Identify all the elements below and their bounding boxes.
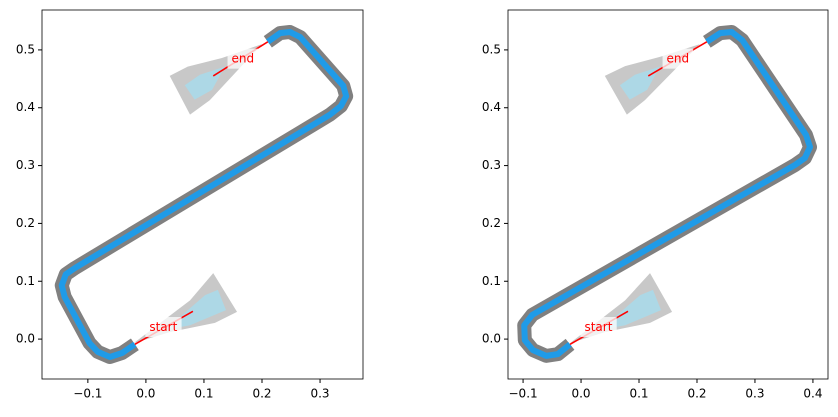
subplot: start end −0.1 0.0 0.1 0.2 0.3 0.0 0.1 0.2 0.3 0.4 0… [16,9,364,401]
y-tick-label: 0.5 [16,42,35,56]
y-tick-label: 0.2 [16,216,35,230]
y-tick-label: 0.4 [482,100,501,114]
y-tick-label: 0.2 [482,216,501,230]
y-tick-label: 0.1 [482,274,501,288]
annotation-box [145,317,182,338]
annotation-box [227,48,259,69]
x-tick-label: 0.3 [745,387,764,401]
annotation: end [667,52,690,66]
x-tick-label: 0.4 [803,387,822,401]
y-tick-label: 0.4 [16,100,35,114]
x-tick-label: 0.1 [629,387,648,401]
axes-frame [507,9,829,380]
x-tick-label: −0.1 [73,387,102,401]
y-tick-label: 0.1 [16,274,35,288]
axes-frame [41,9,364,380]
x-tick-label: 0.1 [194,387,213,401]
annotation: end [232,52,255,66]
path-line [58,28,350,361]
path-line [521,28,814,359]
y-tick-label: 0.0 [482,332,501,346]
subplot: start end −0.1 0.0 0.1 0.2 0.3 0.4 0.0 0.1 0.2 0.3 0… [482,9,829,401]
y-tick-label: 0.5 [482,42,501,56]
annotation: start [149,320,177,334]
annotation: start [584,320,612,334]
x-tick-label: 0.0 [136,387,155,401]
annotation-box [580,317,617,338]
x-tick-label: 0.2 [252,387,271,401]
x-tick-label: 0.0 [571,387,590,401]
x-tick-label: 0.3 [310,387,329,401]
y-tick-label: 0.3 [482,158,501,172]
x-tick-label: −0.1 [509,387,538,401]
x-tick-label: 0.2 [687,387,706,401]
annotation-box [662,48,694,69]
y-tick-label: 0.0 [16,332,35,346]
y-tick-label: 0.3 [16,158,35,172]
